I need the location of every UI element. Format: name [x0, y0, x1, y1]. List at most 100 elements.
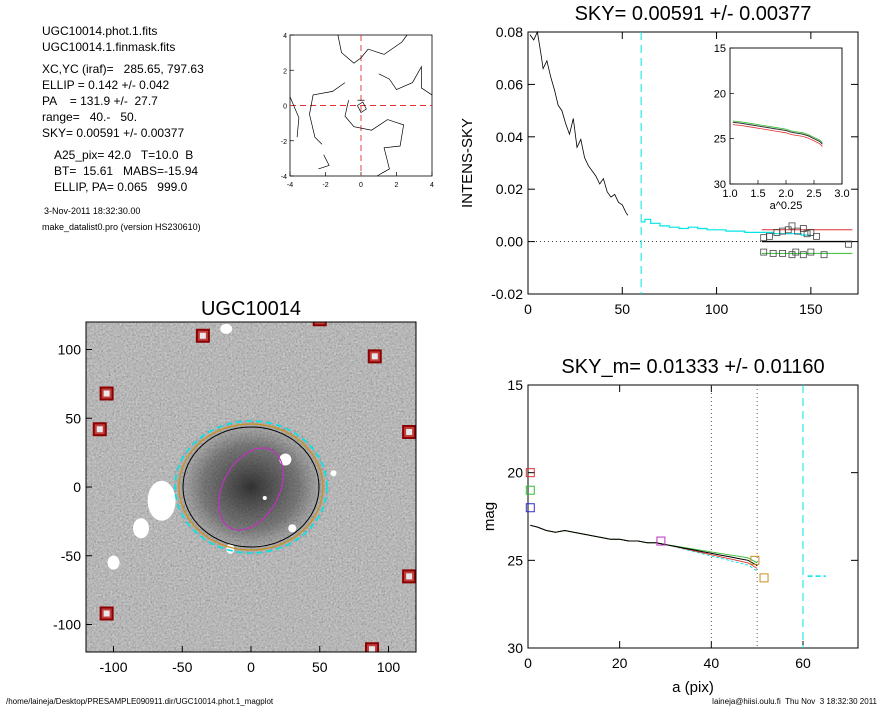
sky-square-mark [788, 222, 796, 230]
info-program: make_datalist0.pro (version HS230610) [42, 222, 201, 232]
mag-line [530, 524, 758, 567]
masked-star [147, 480, 176, 521]
inset-x-tick-label: 2.5 [806, 188, 821, 200]
contour-line [337, 34, 408, 64]
sky-square-mark [813, 232, 820, 240]
mag-xlabel: a (pix) [672, 679, 714, 696]
inset-x-tick-label: 2.0 [778, 188, 793, 200]
mag-line-cyan [530, 524, 758, 572]
sky-square-mark [760, 234, 768, 242]
x-tick-label: 20 [612, 655, 628, 671]
star-marker-inner [406, 573, 413, 580]
total-mag-square [525, 485, 535, 495]
x-tick-label: -2 [322, 182, 328, 189]
info-date: 3-Nov-2011 18:32:30.00 [44, 206, 141, 216]
star-marker-inner [316, 322, 323, 323]
contour-line [378, 65, 433, 96]
mag-frame [527, 384, 859, 649]
inset-frame [729, 47, 843, 185]
inset-line [732, 121, 823, 145]
sky-square-mark [779, 249, 786, 257]
y-tick-label: 0.04 [496, 129, 523, 145]
mag-square [750, 555, 760, 565]
y-tick-label: 30 [507, 640, 523, 656]
total-mag-square [525, 468, 535, 478]
x-tick-label: 100 [377, 659, 401, 675]
sky-square-mark [799, 225, 807, 232]
info-line: ELLIP, PA= 0.065 999.0 [54, 180, 188, 194]
mag-line-red [530, 524, 758, 569]
star-marker-inner [369, 646, 375, 652]
info-line: UGC10014.1.finmask.fits [42, 40, 176, 54]
star-marker [312, 322, 327, 327]
galaxy-image-plot: UGC10014 -100 -100 -50 -50 0 0 50 50 100 100 [53, 298, 417, 675]
star-marker-inner [371, 353, 378, 360]
sky-plot: SKY= 0.00591 +/- 0.00377 INTENS-SKY 0 50 100… [459, 3, 859, 317]
inset-y-tick-label: 30 [714, 179, 726, 191]
y-tick-label: -50 [61, 548, 81, 564]
sky-square-mark [820, 251, 828, 259]
x-tick-label: 0 [359, 182, 363, 189]
info-line: SKY= 0.00591 +/- 0.00377 [42, 126, 185, 140]
range-ellipse [182, 426, 320, 548]
sky-square-mark [784, 226, 792, 234]
contour-plot: -4-4 -2 -2 0 0 2 2 4 4 [281, 33, 434, 189]
info-line: range= 40.- 50. [42, 110, 138, 124]
sky-profile-line [529, 30, 629, 216]
x-tick-label: 40 [704, 655, 720, 671]
y-tick-label: 4 [283, 33, 287, 40]
inset-y-tick-label: 15 [714, 43, 726, 55]
y-tick-label: -2 [281, 139, 287, 146]
sky-title: SKY= 0.00591 +/- 0.00377 [575, 3, 812, 25]
y-tick-label: 0.00 [496, 234, 523, 250]
y-tick-label: -100 [53, 617, 81, 633]
sky-square-mark [807, 248, 815, 256]
info-line: PA = 131.9 +/- 27.7 [42, 94, 158, 108]
x-tick-label: -50 [172, 659, 192, 675]
mag-title: SKY_m= 0.01333 +/- 0.01160 [561, 356, 824, 378]
sky-square-mark [773, 229, 781, 236]
y-tick-label: 20 [507, 465, 523, 481]
y-tick-label: 50 [65, 410, 81, 426]
masked-star [133, 518, 149, 539]
image-content [86, 322, 416, 652]
y-tick-label: -0.02 [491, 286, 523, 302]
sky-outer-profile [641, 218, 811, 236]
galaxy-core [171, 417, 331, 557]
mag-square [759, 573, 769, 583]
inset-line-green [732, 120, 823, 143]
image-title: UGC10014 [201, 298, 301, 320]
info-line: XC,YC (iraf)= 285.65, 797.63 [42, 62, 204, 76]
star-marker-inner [103, 610, 110, 617]
y-tick-label: 2 [283, 68, 287, 75]
masked-star [220, 323, 233, 334]
x-tick-label: 100 [705, 301, 729, 317]
x-tick-label: 0 [524, 301, 532, 317]
x-tick-label: 60 [795, 655, 811, 671]
inset-line-red [732, 124, 823, 147]
sky-square-mark [845, 240, 852, 248]
y-tick-label: 15 [507, 377, 523, 393]
sky-square-mark [807, 229, 815, 236]
contour-line [344, 100, 404, 177]
sky-square-mark [792, 248, 800, 256]
contour-line [357, 101, 367, 114]
sky-square-mark [765, 232, 773, 240]
inset-x-tick-label: 1.5 [750, 188, 765, 200]
x-tick-label: 2 [395, 182, 399, 189]
contour-line [289, 96, 300, 138]
total-mag-square [525, 503, 535, 513]
sky-inset: 1.0 1.5 2.0 2.5 3.0 15 20 25 30 a^0.25 [714, 43, 850, 212]
footer-path: /home/laineja/Desktop/PRESAMPLE090911.di… [6, 697, 274, 706]
a25-ellipse [178, 423, 324, 551]
mag-plot: SKY_m= 0.01333 +/- 0.01160 a (pix) mag 0 20 4… [481, 356, 859, 696]
sky-square-mark [769, 249, 777, 257]
y-tick-label: 0 [283, 104, 287, 111]
y-tick-label: 0.08 [496, 24, 523, 40]
contour-line [309, 82, 346, 145]
sky-square-mark [803, 230, 811, 238]
masked-star [262, 496, 267, 500]
x-tick-label: 4 [430, 182, 434, 189]
inset-x-tick-label: 1.0 [722, 188, 737, 200]
inner-ellipse [218, 447, 284, 531]
